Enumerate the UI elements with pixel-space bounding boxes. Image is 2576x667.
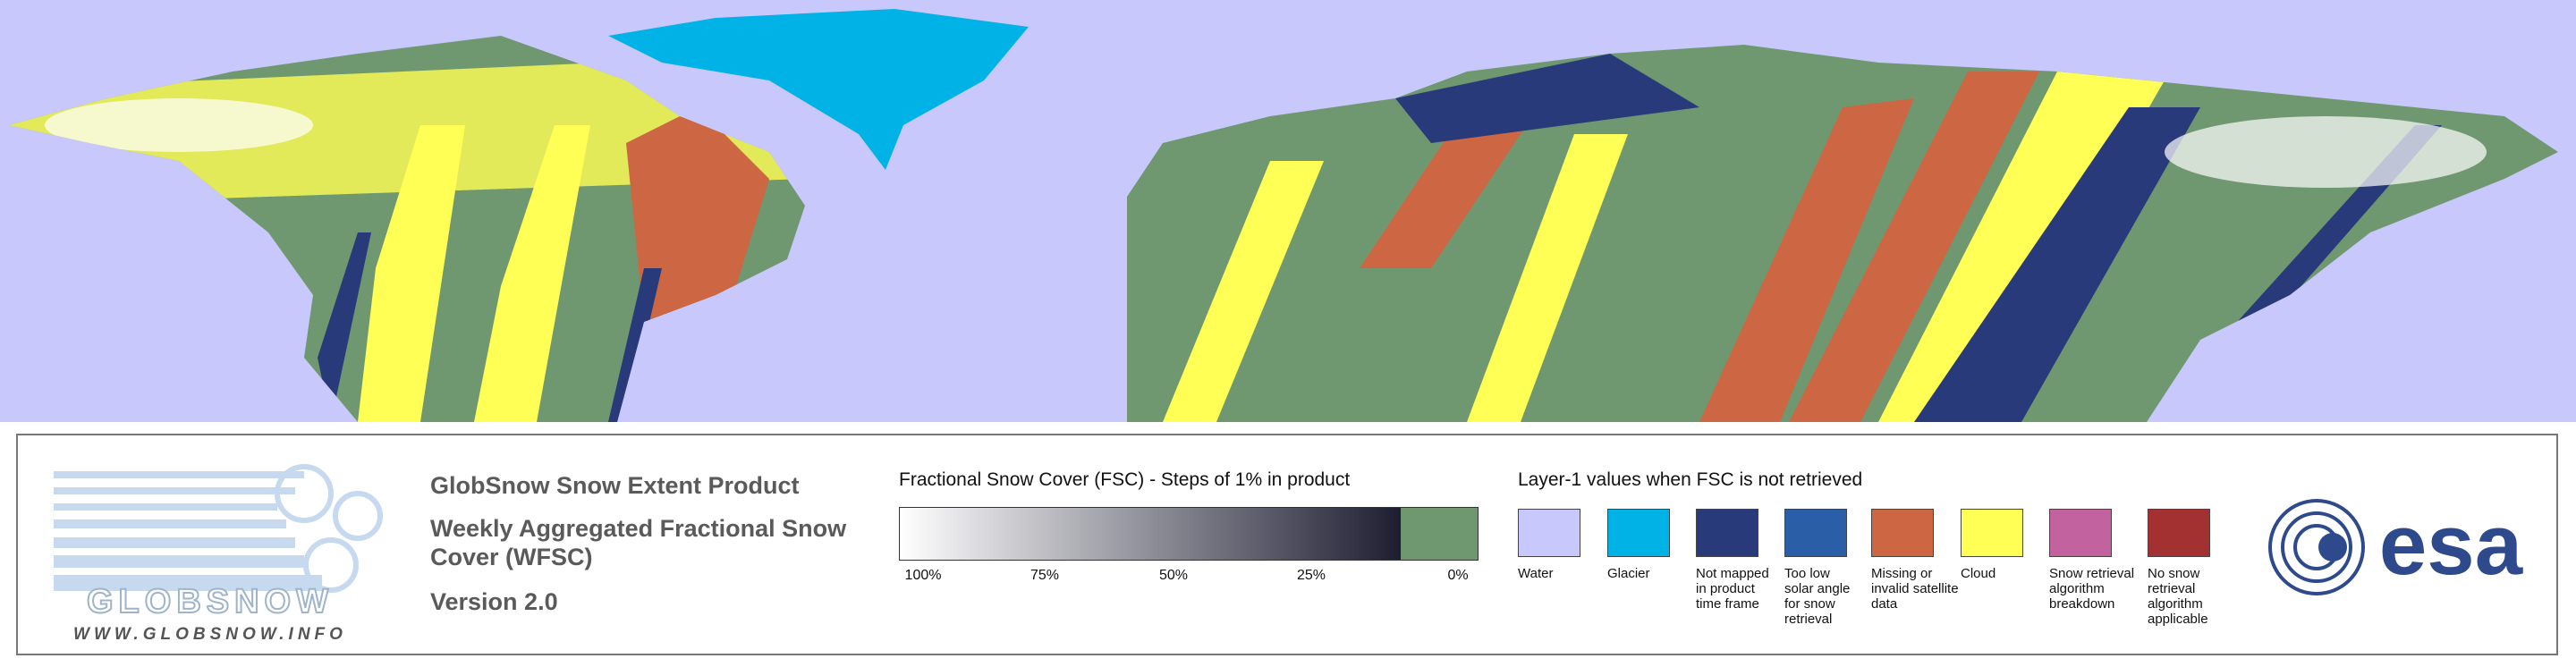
logo-url: WWW.GLOBSNOW.INFO [73, 625, 347, 644]
legend-swatch [1518, 509, 1580, 557]
product-version: Version 2.0 [430, 588, 558, 615]
esa-logo: esa [2268, 497, 2523, 595]
fsc-tick-label: 0% [1447, 568, 1469, 583]
agency-name: esa [2379, 497, 2523, 593]
fsc-gradient [900, 508, 1401, 560]
legend-swatch [1784, 509, 1847, 557]
fsc-bar [899, 507, 1479, 561]
legend-swatch [2049, 509, 2112, 557]
fsc-tick-label: 50% [1158, 568, 1189, 583]
fsc-tick-label: 100% [904, 568, 942, 583]
legend-label: No snow retrieval algorithm applicable [2148, 566, 2208, 627]
land [9, 36, 2558, 422]
legend-label: Not mapped in product time frame [1696, 566, 1769, 612]
layer-title: Layer-1 values when FSC is not retrieved [1518, 469, 1863, 490]
product-subtitle: Weekly Aggregated Fractional Snow Cover … [430, 515, 847, 570]
map [0, 0, 2576, 422]
legend-swatch [1871, 509, 1934, 557]
legend-label: Cloud [1961, 566, 1996, 581]
legend-swatch [1607, 509, 1670, 557]
legend-label: Missing or invalid satellite data [1871, 566, 1959, 612]
logo-name: GLOBSNOW [87, 583, 334, 621]
fsc-tick-label: 75% [1030, 568, 1060, 583]
legend-label: Glacier [1607, 566, 1650, 581]
fsc-tick-label: 25% [1296, 568, 1326, 583]
legend-panel: GLOBSNOW WWW.GLOBSNOW.INFO GlobSnow Snow… [16, 434, 2558, 655]
legend-swatch [1696, 509, 1758, 557]
legend-label: Water [1518, 566, 1554, 581]
product-title: GlobSnow Snow Extent Product [430, 472, 800, 499]
globsnow-logo: GLOBSNOW WWW.GLOBSNOW.INFO [54, 464, 383, 644]
legend-label: Too low solar angle for snow retrieval [1784, 566, 1851, 627]
legend-swatch [1961, 509, 2023, 557]
greenland [608, 9, 1029, 170]
legend-swatch [2148, 509, 2210, 557]
legend-label: Snow retrieval algorithm breakdown [2049, 566, 2135, 612]
fsc-title: Fractional Snow Cover (FSC) - Steps of 1… [899, 469, 1351, 490]
fsc-no-snow [1401, 508, 1478, 560]
